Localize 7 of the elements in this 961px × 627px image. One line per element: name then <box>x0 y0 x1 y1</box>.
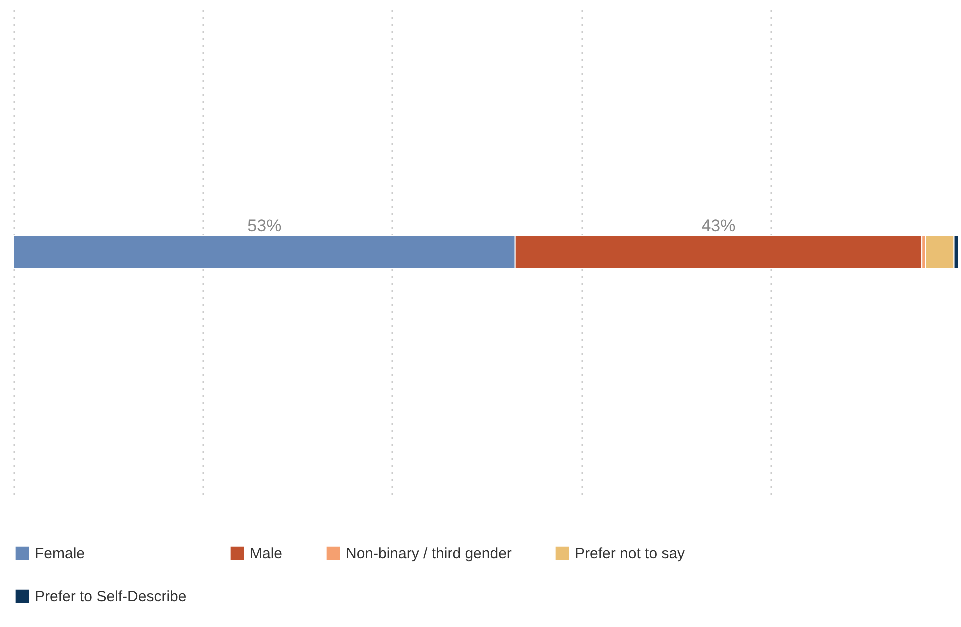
legend-label: Female <box>35 546 86 563</box>
data-label: 43% <box>702 216 736 236</box>
legend-label: Non-binary / third gender <box>346 546 512 563</box>
data-label: 53% <box>248 216 282 236</box>
legend-label: Prefer not to say <box>575 546 686 563</box>
legend-label: Prefer to Self-Describe <box>35 588 187 606</box>
legend-label: Male <box>250 546 283 563</box>
